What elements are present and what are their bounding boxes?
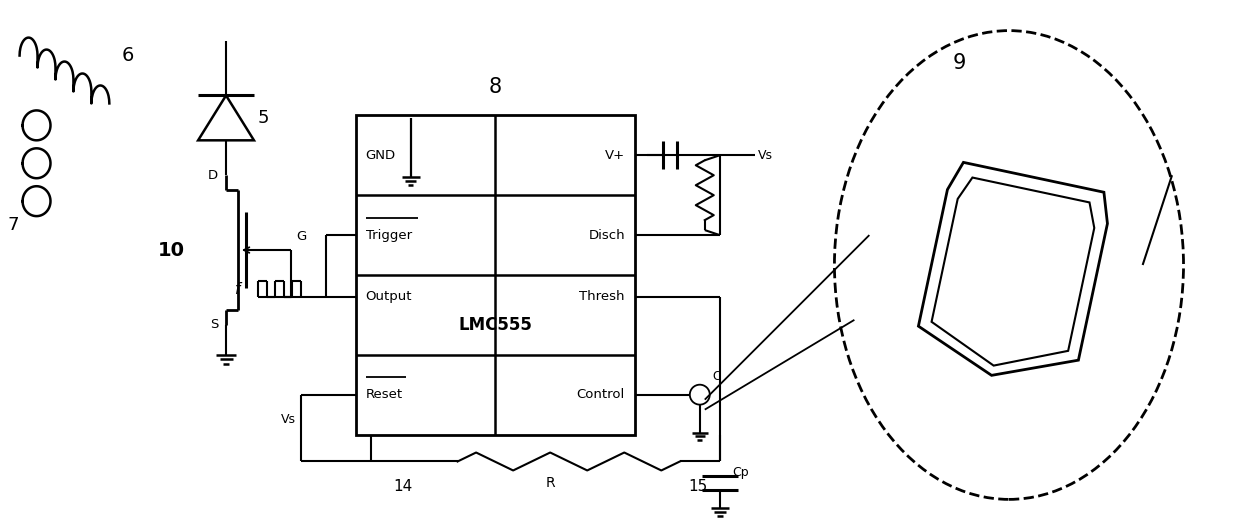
Text: C: C: [712, 370, 721, 383]
Text: 14: 14: [393, 480, 413, 494]
Polygon shape: [918, 162, 1108, 375]
Text: 7: 7: [7, 216, 19, 234]
Text: R: R: [545, 476, 555, 490]
Text: D: D: [208, 169, 218, 182]
Text: GND: GND: [366, 149, 395, 162]
Text: Disch: Disch: [589, 228, 624, 242]
Text: V+: V+: [605, 149, 624, 162]
Text: S: S: [209, 319, 218, 331]
Text: Vs: Vs: [281, 413, 296, 426]
Text: Vs: Vs: [757, 149, 773, 162]
Text: LMC555: LMC555: [458, 316, 533, 334]
Text: Cp: Cp: [732, 466, 750, 480]
Text: Thresh: Thresh: [580, 290, 624, 303]
Text: 5: 5: [258, 109, 269, 127]
Text: $f$: $f$: [234, 281, 243, 297]
Text: Reset: Reset: [366, 388, 403, 401]
Text: Trigger: Trigger: [366, 228, 411, 242]
Text: 15: 15: [688, 480, 707, 494]
Text: 10: 10: [157, 241, 185, 260]
Text: 8: 8: [488, 77, 502, 98]
Text: 9: 9: [953, 52, 965, 73]
Text: Control: Control: [576, 388, 624, 401]
Text: Output: Output: [366, 290, 413, 303]
Text: G: G: [296, 230, 306, 243]
Text: 6: 6: [121, 46, 134, 65]
Bar: [356, 116, 634, 435]
